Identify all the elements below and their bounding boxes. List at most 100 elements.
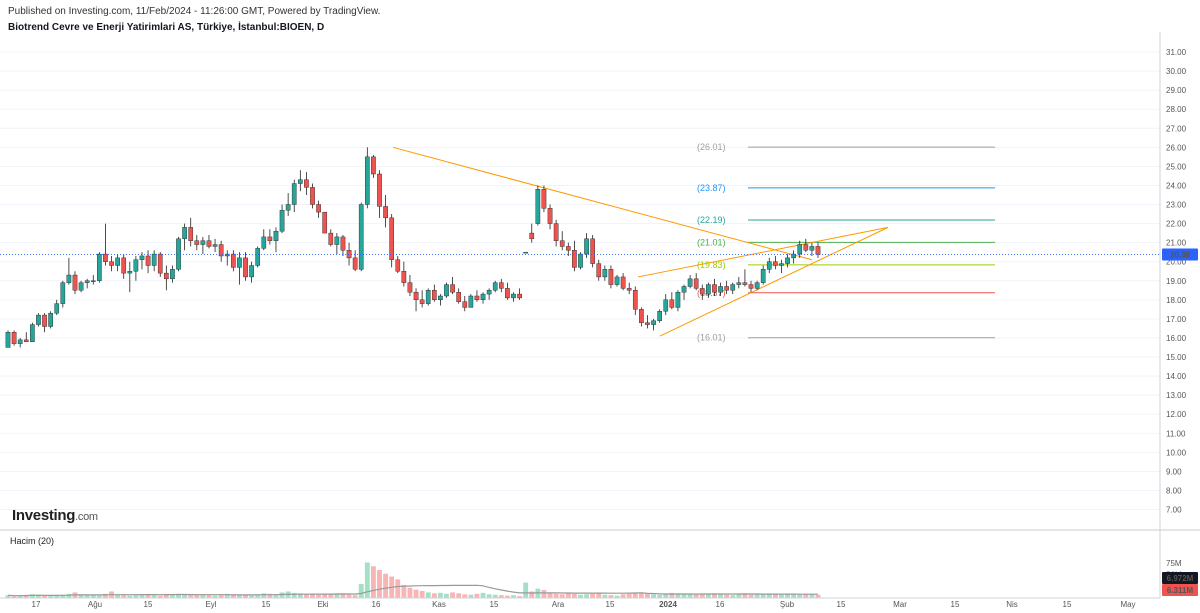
volume-bar: [791, 594, 797, 598]
candle-body: [291, 183, 297, 205]
candle-body: [36, 314, 41, 325]
price-tick-label: 9.00: [1166, 467, 1182, 476]
candle-body: [438, 295, 443, 301]
candle-body: [334, 236, 340, 245]
volume-bar: [724, 594, 730, 598]
volume-panel-title: Hacim (20): [10, 536, 55, 546]
volume-bar: [377, 570, 382, 598]
candle-body: [450, 284, 455, 293]
price-tick-label: 30.00: [1166, 67, 1187, 76]
candle-body: [127, 271, 133, 274]
candle-body: [273, 230, 279, 241]
volume-bar: [328, 594, 334, 598]
volume-bar: [638, 592, 644, 598]
volume-badge: 6.972M: [1167, 574, 1194, 583]
volume-bar: [352, 595, 358, 598]
candles: [5, 147, 821, 348]
volume-bar: [718, 594, 723, 598]
triangle-line: [392, 146, 813, 261]
candle-body: [766, 261, 772, 270]
volume-bar: [602, 594, 608, 598]
candle-body: [809, 246, 815, 251]
candle-body: [639, 309, 644, 323]
candle-body: [669, 299, 675, 308]
volume-bar: [401, 584, 407, 598]
volume-bar: [194, 594, 200, 598]
volume-bar: [529, 591, 535, 598]
candle-body: [407, 282, 413, 293]
volume-bar: [480, 592, 486, 598]
candle-body: [535, 189, 541, 224]
price-tick-label: 22.00: [1166, 220, 1187, 229]
price-tick-label: 27.00: [1166, 124, 1187, 133]
volume-ma-badge: 6.311M: [1167, 586, 1194, 595]
candle-body: [231, 253, 236, 268]
candle-body: [383, 206, 388, 219]
volume-badge-bg: [1162, 572, 1198, 584]
candle-body: [23, 339, 29, 342]
candle-body: [60, 282, 66, 304]
volume-bar: [456, 593, 462, 598]
time-tick-label: Eki: [317, 600, 328, 609]
volume-bar: [651, 594, 656, 598]
candle-body: [42, 314, 47, 327]
volume-bar: [249, 595, 255, 598]
time-axis: 17 Ağu 15 Eyl 15 Eki 16 Kas 15 Ara 15 2024 16 Şub 15 Ma…: [32, 600, 1136, 609]
candle-body: [310, 187, 315, 205]
volume-bar: [96, 595, 102, 598]
volume-bar: [303, 593, 309, 598]
price-tick-label: 11.00: [1166, 429, 1186, 438]
volume-bar: [541, 590, 547, 598]
triangle-line: [659, 226, 889, 337]
candle-body: [553, 223, 559, 241]
volume-bar: [486, 594, 492, 598]
volume-bar: [730, 595, 736, 598]
published-info: Published on Investing.com, 11/Feb/2024 …: [8, 6, 381, 17]
volume-bar: [584, 594, 590, 598]
time-tick-label: 2024: [659, 600, 677, 609]
candle-body: [657, 311, 662, 321]
volume-bar: [17, 595, 23, 598]
volume-bar: [809, 594, 815, 598]
price-tick-label: 14.00: [1166, 372, 1187, 381]
price-tick-label: 26.00: [1166, 143, 1187, 152]
fib-level-label: (19.83): [697, 260, 726, 270]
volume-bar: [632, 593, 638, 598]
candle-body: [706, 284, 711, 295]
candle-body: [584, 238, 589, 255]
candle-body: [30, 324, 35, 342]
candle-body: [754, 282, 760, 289]
time-tick-label: Ağu: [88, 600, 102, 609]
fib-level-label: (26.01): [697, 142, 726, 152]
candle-body: [121, 257, 127, 274]
candle-body: [626, 288, 632, 291]
time-tick-label: Ara: [552, 600, 565, 609]
gridlines: [0, 51, 1160, 510]
candle-body: [279, 210, 285, 232]
candle-body: [541, 189, 547, 209]
volume-bar: [450, 592, 456, 598]
candle-body: [547, 208, 553, 224]
volume-bar: [657, 594, 663, 598]
volume-ma-badge-bg: [1162, 584, 1198, 596]
candle-body: [803, 244, 809, 251]
volume-bar: [785, 593, 790, 598]
candle-body: [815, 246, 821, 255]
candle-body: [340, 236, 346, 251]
candle-body: [413, 291, 419, 301]
volume-bar: [712, 593, 717, 598]
volume-bar: [322, 593, 328, 598]
volume-bar: [754, 594, 760, 598]
candle-body: [498, 282, 504, 289]
volume-bar: [163, 594, 169, 598]
last-price-badge-bg: [1162, 248, 1198, 261]
candle-body: [352, 257, 358, 270]
volume-bar: [626, 593, 632, 598]
volume-bar: [596, 593, 602, 598]
volume-bar: [151, 595, 157, 598]
volume-bar: [267, 593, 273, 598]
volume-ma-line: [7, 584, 818, 597]
candle-body: [237, 257, 242, 268]
price-tick-label: 21.00: [1166, 239, 1187, 248]
